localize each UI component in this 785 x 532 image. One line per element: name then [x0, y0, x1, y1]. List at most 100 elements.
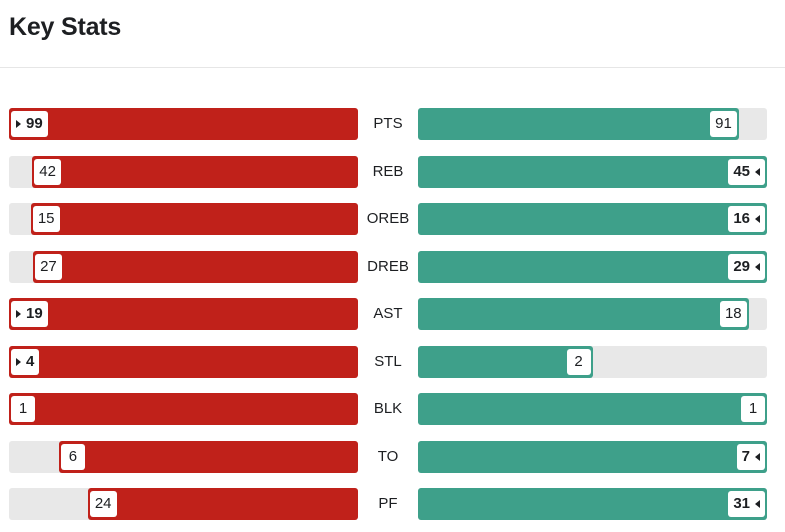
- home-bar: 29: [418, 250, 767, 283]
- leader-arrow-icon: [755, 215, 760, 223]
- away-bar: 15: [30, 203, 358, 235]
- home-track: 16: [418, 203, 767, 235]
- away-bar: 1: [9, 393, 358, 425]
- stat-label: DREB: [367, 257, 409, 275]
- stat-label: BLK: [373, 400, 403, 417]
- stat-row-ast: 19 AST 18: [0, 298, 785, 330]
- away-value-text: 27: [40, 257, 57, 275]
- home-bar: 91: [418, 108, 739, 140]
- away-bar: 4: [9, 345, 358, 378]
- away-bar: 24: [87, 488, 358, 520]
- away-bar: 27: [33, 250, 358, 283]
- away-track: 1: [9, 393, 358, 425]
- home-bar: 18: [418, 298, 749, 330]
- away-value-text: 4: [26, 352, 35, 370]
- leader-arrow-icon: [16, 357, 21, 366]
- stat-row-oreb: 15 OREB 16: [0, 203, 785, 235]
- home-bar: 7: [418, 440, 767, 473]
- home-track: 31: [418, 488, 767, 520]
- home-bar: 31: [418, 488, 767, 520]
- away-value-text: 42: [39, 162, 56, 180]
- home-value: 1: [741, 396, 765, 422]
- away-value: 4: [11, 348, 40, 375]
- away-value-text: 24: [94, 495, 112, 512]
- stat-label: PTS: [373, 115, 403, 132]
- away-track: 24: [9, 488, 358, 520]
- home-value: 29: [728, 253, 765, 280]
- home-value: 91: [710, 111, 737, 137]
- home-value: 31: [728, 491, 765, 517]
- away-bar: 6: [58, 440, 358, 473]
- away-track: 15: [9, 203, 358, 235]
- away-value: 1: [11, 396, 35, 422]
- away-value-text: 15: [37, 210, 55, 227]
- away-bar: 42: [32, 155, 358, 188]
- home-value: 45: [728, 158, 765, 185]
- home-value-text: 16: [733, 210, 750, 227]
- home-track: 45: [418, 155, 767, 188]
- away-track: 27: [9, 250, 358, 283]
- leader-arrow-icon: [16, 120, 21, 128]
- home-value-text: 29: [733, 257, 750, 275]
- home-track: 7: [418, 440, 767, 473]
- stat-row-to: 6 TO 7: [0, 440, 785, 473]
- stat-label: PF: [378, 495, 398, 512]
- stat-row-reb: 42 REB 45: [0, 155, 785, 188]
- away-bar: 99: [9, 108, 358, 140]
- stat-label: OREB: [366, 210, 410, 227]
- home-track: 2: [418, 345, 767, 378]
- leader-arrow-icon: [755, 167, 760, 176]
- away-value: 19: [11, 301, 48, 327]
- away-value: 24: [89, 491, 117, 517]
- away-bar: 19: [9, 298, 358, 330]
- stat-label: TO: [377, 447, 399, 465]
- leader-arrow-icon: [16, 310, 21, 318]
- away-value-text: 99: [26, 115, 43, 132]
- home-track: 18: [418, 298, 767, 330]
- away-track: 6: [9, 440, 358, 473]
- home-track: 29: [418, 250, 767, 283]
- home-value: 7: [736, 443, 765, 470]
- home-value-text: 31: [733, 495, 750, 512]
- home-value-text: 45: [733, 162, 750, 180]
- home-value-text: 7: [741, 447, 750, 465]
- leader-arrow-icon: [755, 500, 760, 508]
- away-value-text: 6: [68, 447, 78, 465]
- home-track: 1: [418, 393, 767, 425]
- stat-row-stl: 4 STL 2: [0, 345, 785, 378]
- away-value: 6: [60, 443, 85, 470]
- home-value-text: 1: [748, 400, 758, 417]
- home-bar: 2: [418, 345, 593, 378]
- leader-arrow-icon: [755, 262, 760, 271]
- leader-arrow-icon: [755, 452, 760, 461]
- home-value-text: 18: [724, 305, 742, 322]
- home-value-text: 91: [715, 115, 732, 132]
- away-track: 42: [9, 155, 358, 188]
- away-track: 19: [9, 298, 358, 330]
- stat-row-dreb: 27 DREB 29: [0, 250, 785, 283]
- away-value: 27: [35, 253, 62, 280]
- page-title: Key Stats: [9, 13, 122, 41]
- home-value: 16: [728, 206, 765, 232]
- away-value-text: 1: [18, 400, 28, 417]
- stat-row-pf: 24 PF 31: [0, 488, 785, 520]
- stat-label: REB: [372, 162, 404, 180]
- stat-row-blk: 1 BLK 1: [0, 393, 785, 425]
- stat-row-pts: 99 PTS 91: [0, 108, 785, 140]
- home-bar: 16: [418, 203, 767, 235]
- away-track: 4: [9, 345, 358, 378]
- away-value: 42: [34, 158, 61, 185]
- home-value: 18: [719, 301, 747, 327]
- home-bar: 1: [418, 393, 767, 425]
- away-track: 99: [9, 108, 358, 140]
- stat-label: AST: [373, 305, 403, 322]
- away-value-text: 19: [26, 305, 43, 322]
- header: Key Stats: [0, 0, 785, 68]
- home-value-text: 2: [574, 352, 583, 370]
- away-value: 99: [11, 111, 48, 137]
- home-value: 2: [566, 348, 591, 375]
- stat-label: STL: [374, 352, 402, 370]
- home-bar: 45: [418, 155, 767, 188]
- home-track: 91: [418, 108, 767, 140]
- away-value: 15: [32, 206, 60, 232]
